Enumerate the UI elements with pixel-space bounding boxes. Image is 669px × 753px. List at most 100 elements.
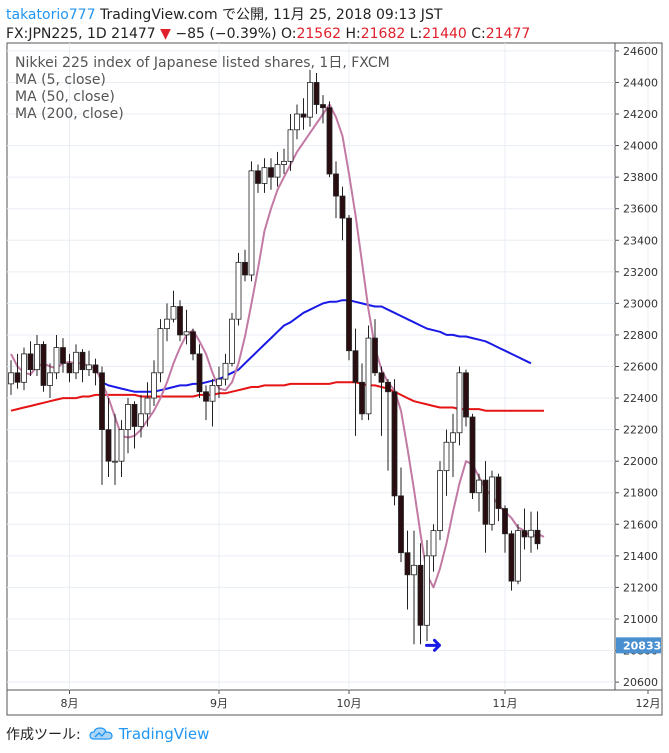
time-tick-label: 9月 xyxy=(210,697,228,710)
grid-lines xyxy=(6,42,663,716)
candle-down xyxy=(404,552,411,576)
price-tick-label: 24200 xyxy=(623,108,658,121)
time-axis[interactable]: 8月 9月 10月 11月 12月 xyxy=(61,690,661,710)
candle-up xyxy=(456,372,463,434)
candle-up xyxy=(287,129,294,162)
candle-down xyxy=(495,476,502,509)
price-tick-label: 22000 xyxy=(623,455,658,468)
price-axis[interactable]: 2060020800210002120021400216002180022000… xyxy=(615,45,658,689)
candle-down xyxy=(378,372,385,383)
candle-down xyxy=(242,261,248,276)
candle-down xyxy=(463,372,469,418)
candle-down xyxy=(339,195,346,219)
candle-up xyxy=(86,364,92,371)
candle-up xyxy=(489,476,495,525)
publish-info: TradingView.com で公開, 11月 25, 2018 09:13 … xyxy=(99,7,443,23)
candle-up xyxy=(424,555,430,626)
chart-legend: Nikkei 225 index of Japanese listed shar… xyxy=(15,55,390,123)
candle-down xyxy=(190,331,196,355)
arrow-right-icon xyxy=(425,638,441,652)
candle-up xyxy=(118,429,125,462)
candle-down xyxy=(391,391,398,497)
candle-up xyxy=(411,564,417,576)
candle-down xyxy=(521,530,528,538)
candle-down xyxy=(14,372,21,383)
low-label: L: xyxy=(409,26,423,42)
header-line-1: takatorio777 TradingView.com で公開, 11月 25… xyxy=(6,6,530,25)
legend-ma50[interactable]: MA (50, close) xyxy=(15,89,115,105)
price-tick-label: 23600 xyxy=(623,203,658,216)
price-tick-label: 22800 xyxy=(623,329,658,342)
candle-down xyxy=(255,170,261,184)
candle-down xyxy=(534,529,541,545)
high-label: H: xyxy=(345,26,361,42)
candle-up xyxy=(47,372,53,386)
candle-up xyxy=(235,261,242,320)
candle-down xyxy=(320,104,326,109)
legend-ma5[interactable]: MA (5, close) xyxy=(15,72,106,88)
candle-down xyxy=(313,82,320,105)
candle-up xyxy=(248,170,255,276)
candle-up xyxy=(274,164,281,178)
candle-up xyxy=(229,318,235,364)
author-link[interactable]: takatorio777 xyxy=(6,7,96,23)
candle-up xyxy=(294,113,300,131)
candle-up xyxy=(216,378,222,386)
last-price: 21477 xyxy=(111,26,156,42)
price-tick-label: 23800 xyxy=(623,171,658,184)
candle-down xyxy=(268,167,274,178)
legend-ma200[interactable]: MA (200, close) xyxy=(15,106,124,122)
candle-down xyxy=(177,306,183,336)
open-value: 21562 xyxy=(296,26,342,42)
candle-down xyxy=(326,107,333,175)
candle-down xyxy=(196,353,203,393)
candle-down xyxy=(131,403,138,427)
chart-header: takatorio777 TradingView.com で公開, 11月 25… xyxy=(6,6,530,44)
candle-up xyxy=(183,331,190,336)
time-tick-label: 8月 xyxy=(61,697,79,710)
candle-down xyxy=(27,353,34,371)
candle-up xyxy=(112,460,118,463)
candle-up xyxy=(53,347,60,374)
price-tick-label: 24400 xyxy=(623,76,658,89)
candle-up xyxy=(443,441,450,472)
series-title: Nikkei 225 index of Japanese listed shar… xyxy=(15,55,390,71)
footer: 作成ツール: TradingView xyxy=(6,724,209,744)
time-tick-label: 12月 xyxy=(636,697,661,710)
low-value: 21440 xyxy=(422,26,467,42)
down-triangle-icon: ▼ xyxy=(160,26,171,42)
candle-down xyxy=(502,508,508,535)
candle-down xyxy=(508,533,515,582)
candle-up xyxy=(34,344,40,371)
candle-down xyxy=(79,351,86,371)
price-tag-label: 20833 xyxy=(623,639,661,652)
candle-up xyxy=(528,529,534,538)
time-tick-label: 11月 xyxy=(493,697,518,710)
time-axis-frame xyxy=(6,689,663,716)
price-tick-label: 21800 xyxy=(623,487,658,500)
price-tick-label: 23000 xyxy=(623,297,658,310)
tradingview-brand-link[interactable]: TradingView xyxy=(118,725,210,743)
candle-up xyxy=(125,403,131,431)
candle-down xyxy=(300,113,307,118)
candle-up xyxy=(222,362,229,380)
price-tick-label: 22200 xyxy=(623,424,658,437)
candle-down xyxy=(417,564,424,626)
candle-up xyxy=(21,353,27,383)
price-tick-label: 22600 xyxy=(623,361,658,374)
candle-down xyxy=(372,337,378,374)
price-tick-label: 21200 xyxy=(623,581,658,594)
candle-up xyxy=(138,413,144,427)
candle-up xyxy=(8,372,14,385)
candle-up xyxy=(157,328,164,374)
candle-up xyxy=(170,306,177,320)
price-tick-label: 20600 xyxy=(623,676,658,689)
candle-up xyxy=(144,397,151,415)
price-tag-box xyxy=(616,637,661,654)
tradingview-cloud-icon[interactable] xyxy=(89,727,113,741)
candle-down xyxy=(398,495,404,554)
candle-up xyxy=(450,432,456,443)
candle-down xyxy=(60,347,66,364)
candle-up xyxy=(209,385,216,402)
